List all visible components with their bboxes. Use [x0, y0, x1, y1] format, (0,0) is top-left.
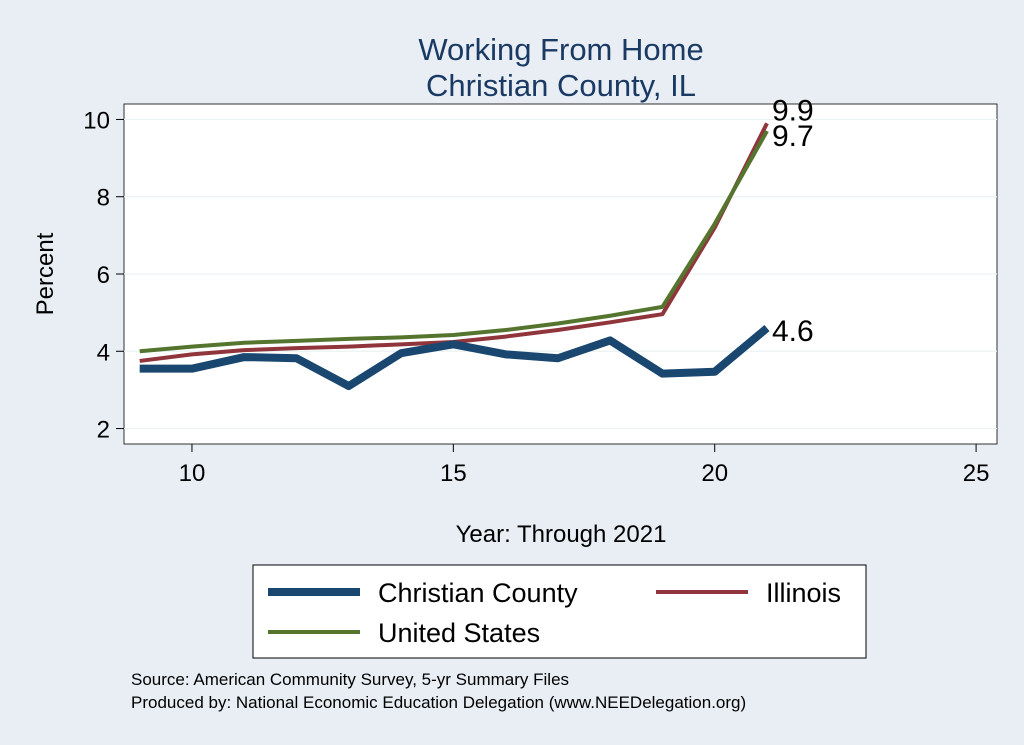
x-axis: 10 15 20 25 [179, 444, 990, 487]
legend-label-christian-county: Christian County [378, 578, 578, 608]
legend-label-united-states: United States [378, 618, 540, 648]
x-axis-label: Year: Through 2021 [456, 521, 667, 548]
y-tick-label-2: 2 [97, 417, 110, 444]
end-label-christian-county: 4.6 [772, 315, 814, 348]
end-label-united-states: 9.7 [772, 120, 814, 153]
y-tick-label-6: 6 [97, 262, 110, 289]
x-tick-label-20: 20 [701, 460, 728, 487]
y-tick-label-10: 10 [83, 107, 110, 134]
chart-title-line-1: Working From Home [418, 32, 703, 67]
y-tick-label-4: 4 [97, 339, 110, 366]
gridlines [124, 118, 997, 430]
x-tick-label-15: 15 [440, 460, 467, 487]
series-lines [139, 122, 770, 391]
legend-label-illinois: Illinois [766, 578, 841, 608]
end-labels: 9.99.7 4.6 [772, 94, 814, 348]
source-note: Source: American Community Survey, 5-yr … [131, 670, 569, 689]
producer-note: Produced by: National Economic Education… [131, 693, 746, 712]
series-line-christian-county [139, 325, 770, 391]
y-tick-label-8: 8 [97, 185, 110, 212]
x-tick-label-25: 25 [963, 460, 990, 487]
x-tick-label-10: 10 [179, 460, 206, 487]
y-axis-label: Percent [32, 232, 59, 315]
y-axis: 2 4 6 8 10 [83, 107, 124, 444]
chart-title-line-2: Christian County, IL [426, 68, 696, 103]
legend: Christian County Illinois United States [252, 564, 867, 659]
end-label-illinois: 9.9 [772, 94, 814, 127]
series-line-united-states [139, 130, 769, 354]
legend-box [252, 564, 867, 659]
